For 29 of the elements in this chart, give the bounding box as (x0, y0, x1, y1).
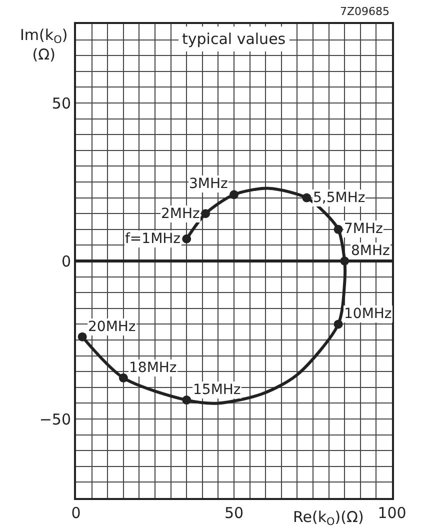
y-tick-label: 0 (61, 252, 71, 270)
point (230, 190, 238, 200)
annotation: 10MHz (344, 306, 392, 322)
point (334, 320, 343, 329)
y-tick-label: 50 (52, 94, 71, 112)
annotation: 5,5MHz (313, 190, 366, 206)
annotation: 7MHz (344, 221, 383, 237)
annotation: 8MHz (351, 243, 390, 259)
point (118, 373, 128, 382)
x-tick-label: 100 (378, 504, 406, 522)
point (302, 193, 312, 202)
annotation: 2MHz (161, 206, 200, 222)
x-axis-title: Re(k$_{O}$)(Ω) (293, 508, 364, 528)
text: 7Z09685 (340, 5, 390, 18)
point (340, 256, 350, 266)
point (182, 396, 192, 405)
point (334, 224, 343, 234)
y-axis-title: Im(k$_{O}$) (Ω) (20, 26, 68, 64)
annotation: typical values (182, 30, 286, 48)
y-tick-label: −50 (39, 410, 71, 428)
annotation: 15MHz (193, 382, 241, 398)
annotation: 18MHz (129, 360, 177, 376)
annotation: 3MHz (189, 176, 228, 192)
annotation: 20MHz (88, 319, 136, 335)
point (182, 234, 192, 244)
point (78, 332, 87, 342)
annotation: f=1MHz (125, 231, 181, 247)
x-tick-label: 50 (224, 504, 244, 522)
point (201, 209, 210, 218)
